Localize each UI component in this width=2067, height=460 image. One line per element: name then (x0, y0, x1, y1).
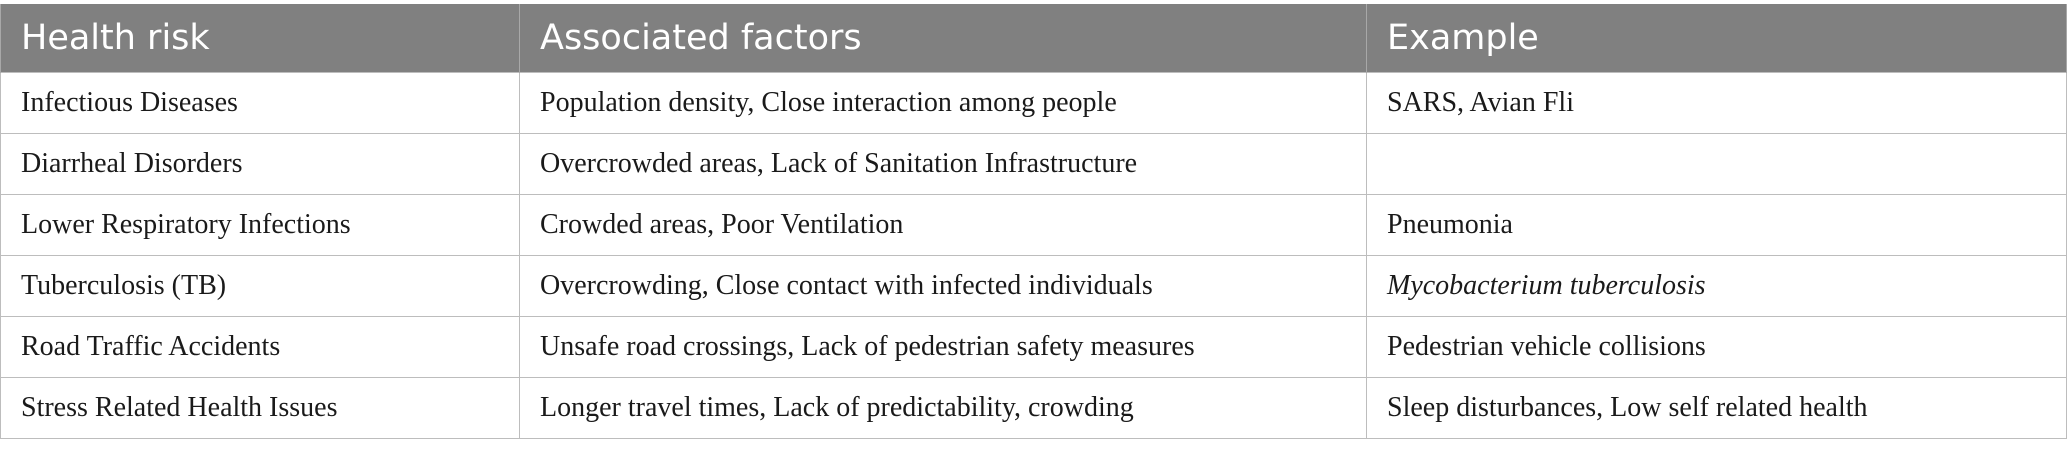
cell-associated-factors: Overcrowded areas, Lack of Sanitation In… (519, 132, 1367, 195)
cell-health-risk: Road Traffic Accidents (0, 315, 520, 378)
table-row: Infectious Diseases Population density, … (0, 71, 2067, 134)
cell-health-risk: Tuberculosis (TB) (0, 254, 520, 317)
table-row: Lower Respiratory Infections Crowded are… (0, 193, 2067, 256)
table-row: Road Traffic Accidents Unsafe road cross… (0, 315, 2067, 378)
header-row: Health risk Associated factors Example (0, 4, 2067, 72)
table-row: Diarrheal Disorders Overcrowded areas, L… (0, 132, 2067, 195)
cell-example: Sleep disturbances, Low self related hea… (1366, 376, 2067, 439)
health-risk-table-container: Health risk Associated factors Example I… (0, 4, 2067, 439)
table-body: Infectious Diseases Population density, … (0, 71, 2067, 439)
cell-associated-factors: Overcrowding, Close contact with infecte… (519, 254, 1367, 317)
cell-health-risk: Infectious Diseases (0, 71, 520, 134)
cell-health-risk: Diarrheal Disorders (0, 132, 520, 195)
cell-example: SARS, Avian Fli (1366, 71, 2067, 134)
cell-associated-factors: Unsafe road crossings, Lack of pedestria… (519, 315, 1367, 378)
health-risk-table: Health risk Associated factors Example I… (0, 4, 2067, 439)
table-row: Tuberculosis (TB) Overcrowding, Close co… (0, 254, 2067, 317)
cell-health-risk: Stress Related Health Issues (0, 376, 520, 439)
header-health-risk: Health risk (0, 4, 520, 72)
cell-example: Mycobacterium tuberculosis (1366, 254, 2067, 317)
cell-example: Pneumonia (1366, 193, 2067, 256)
cell-example (1366, 132, 2067, 195)
cell-associated-factors: Population density, Close interaction am… (519, 71, 1367, 134)
cell-associated-factors: Crowded areas, Poor Ventilation (519, 193, 1367, 256)
table-header: Health risk Associated factors Example (0, 4, 2067, 72)
cell-example: Pedestrian vehicle collisions (1366, 315, 2067, 378)
table-row: Stress Related Health Issues Longer trav… (0, 376, 2067, 439)
cell-associated-factors: Longer travel times, Lack of predictabil… (519, 376, 1367, 439)
cell-health-risk: Lower Respiratory Infections (0, 193, 520, 256)
header-example: Example (1366, 4, 2067, 72)
header-associated-factors: Associated factors (519, 4, 1367, 72)
